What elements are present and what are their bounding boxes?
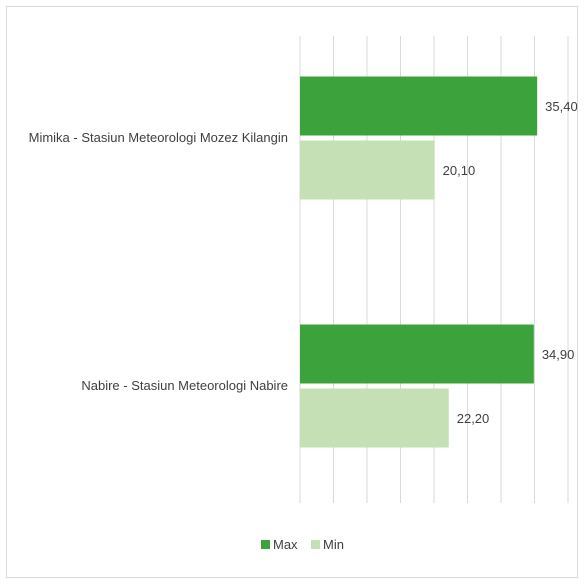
data-label: 22,20	[457, 411, 490, 426]
data-label: 35,40	[545, 99, 578, 114]
category-label: Nabire - Stasiun Meteorologi Nabire	[81, 378, 288, 393]
category-label: Mimika - Stasiun Meteorologi Mozez Kilan…	[29, 130, 288, 145]
legend-swatch-max	[261, 540, 270, 549]
legend-swatch-min	[311, 540, 320, 549]
legend-label: Max	[273, 537, 298, 552]
bar-max	[300, 76, 538, 136]
legend-label: Min	[323, 537, 344, 552]
data-label: 34,90	[542, 347, 575, 362]
bar-min	[300, 140, 435, 200]
bars	[300, 76, 538, 448]
data-label: 20,10	[443, 163, 476, 178]
bar-min	[300, 388, 449, 448]
bar-max	[300, 324, 534, 384]
legend: Max Min	[261, 537, 344, 552]
labels: Mimika - Stasiun Meteorologi Mozez Kilan…	[29, 99, 578, 426]
